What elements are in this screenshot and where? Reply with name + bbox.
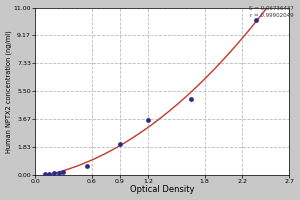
Point xyxy=(254,18,259,21)
Point xyxy=(47,172,52,175)
Point xyxy=(118,143,122,146)
Point xyxy=(56,171,61,174)
Text: S = 0.06736437
r = 0.99902049: S = 0.06736437 r = 0.99902049 xyxy=(249,6,294,18)
Point xyxy=(42,173,47,176)
Point xyxy=(61,170,66,173)
Y-axis label: Human NPTX2 concentration (ng/ml): Human NPTX2 concentration (ng/ml) xyxy=(6,30,12,153)
Point xyxy=(146,119,151,122)
Point xyxy=(85,164,89,167)
Point xyxy=(188,97,193,100)
X-axis label: Optical Density: Optical Density xyxy=(130,185,194,194)
Point xyxy=(52,172,56,175)
